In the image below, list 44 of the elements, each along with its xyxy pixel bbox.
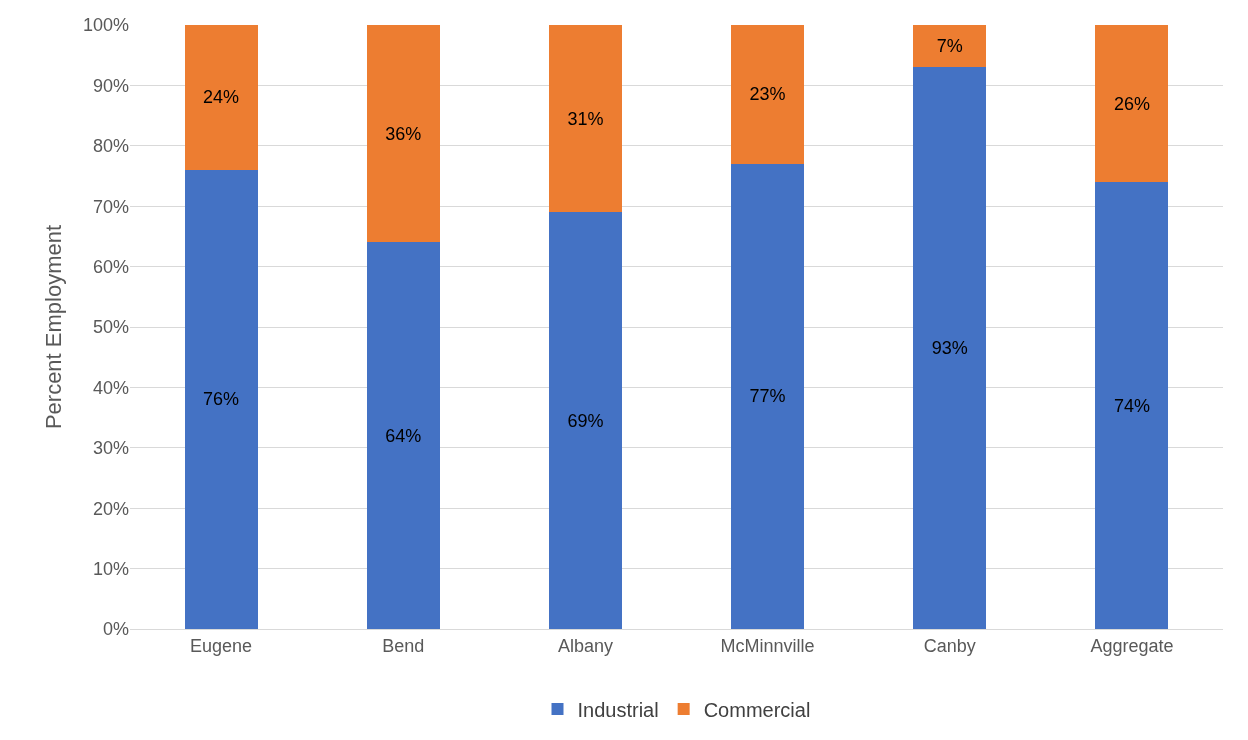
y-tick-label: 50% — [92, 317, 129, 338]
y-tick-label: 90% — [92, 75, 129, 96]
data-label: 23% — [749, 84, 786, 105]
data-label: 93% — [931, 338, 968, 359]
legend-label: Commercial — [703, 698, 811, 721]
y-tick-label: 40% — [92, 377, 129, 398]
data-label: 74% — [1113, 395, 1150, 416]
x-tick-label: McMinnville — [720, 635, 815, 656]
data-label: 31% — [567, 108, 604, 129]
y-tick-label: 30% — [92, 438, 129, 459]
y-tick-label: 70% — [92, 196, 129, 217]
legend-label: Industrial — [577, 698, 659, 721]
data-label: 36% — [385, 123, 422, 144]
bar — [731, 163, 805, 629]
data-label: 64% — [385, 425, 422, 446]
x-tick-label: Albany — [557, 635, 613, 656]
y-tick-label: 60% — [92, 256, 129, 277]
bar — [1095, 25, 1169, 183]
x-tick-label: Eugene — [190, 635, 253, 656]
bar — [913, 25, 987, 68]
data-label: 7% — [936, 36, 963, 57]
data-label: 76% — [203, 389, 240, 410]
bar — [548, 25, 622, 213]
x-tick-label: Bend — [382, 635, 425, 656]
data-label: 26% — [1113, 93, 1150, 114]
data-label: 69% — [567, 410, 604, 431]
data-label: 77% — [749, 386, 786, 407]
y-tick-label: 10% — [92, 558, 129, 579]
y-tick-label: 100% — [82, 15, 129, 36]
y-tick-label: 20% — [92, 498, 129, 519]
y-tick-label: 0% — [102, 619, 129, 640]
y-tick-label: 80% — [92, 136, 129, 157]
data-label: 24% — [203, 87, 240, 108]
bar — [366, 25, 440, 243]
bar — [184, 25, 258, 170]
bar — [1095, 182, 1169, 629]
bar — [184, 169, 258, 629]
bar — [366, 242, 440, 629]
bar — [731, 25, 805, 164]
y-axis-title: Percent Employment — [40, 224, 66, 430]
bar — [913, 67, 987, 629]
bar — [548, 212, 622, 629]
x-tick-label: Aggregate — [1090, 635, 1174, 656]
x-tick-label: Canby — [923, 635, 976, 656]
